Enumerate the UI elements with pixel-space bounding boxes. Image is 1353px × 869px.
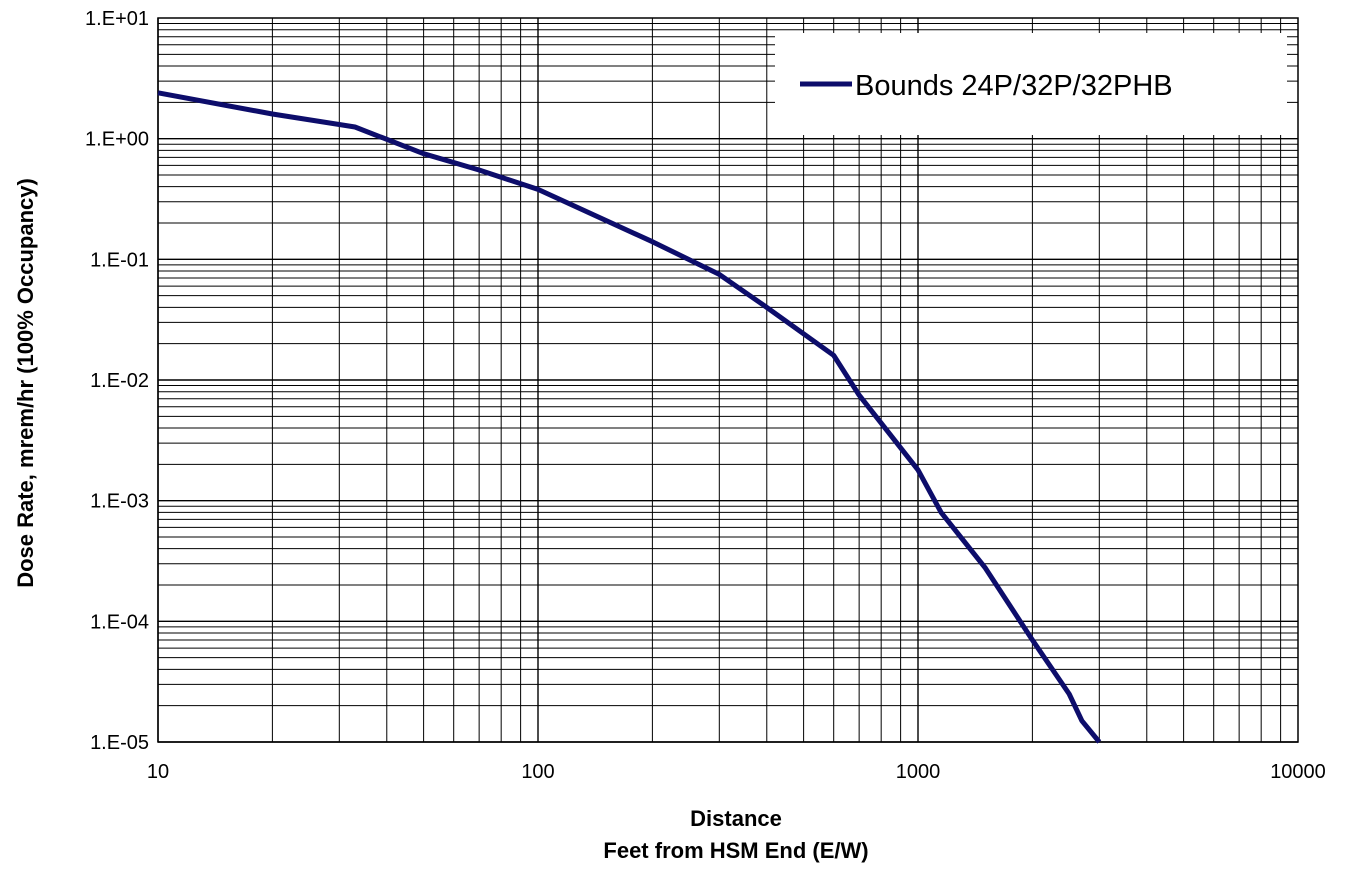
x-axis-title: Distance	[690, 806, 782, 831]
series-layer	[157, 90, 1102, 744]
legend-label: Bounds 24P/32P/32PHB	[855, 70, 1173, 102]
y-tick-label: 1.E+01	[85, 8, 149, 30]
y-axis-title: Dose Rate, mrem/hr (100% Occupancy)	[13, 178, 38, 588]
y-tick-label: 1.E-03	[90, 491, 149, 513]
y-tick-label: 1.E+00	[85, 129, 149, 151]
x-tick-label: 1000	[896, 761, 941, 783]
x-tick-labels: 10 100 1000 10000	[147, 761, 1326, 783]
series-line	[157, 90, 1102, 744]
y-tick-label: 1.E-01	[90, 249, 149, 271]
x-axis-subtitle: Feet from HSM End (E/W)	[603, 838, 868, 863]
plot-area-border	[157, 17, 1299, 743]
x-tick-label: 100	[521, 761, 554, 783]
y-tick-label: 1.E-02	[90, 370, 149, 392]
y-tick-label: 1.E-04	[90, 611, 149, 633]
y-tick-labels: 1.E+01 1.E+00 1.E-01 1.E-02 1.E-03 1.E-04 1.E-…	[85, 8, 149, 754]
legend: Bounds 24P/32P/32PHB	[775, 33, 1287, 135]
legend-box	[775, 33, 1287, 135]
y-tick-label: 1.E-05	[90, 732, 149, 754]
x-tick-label: 10000	[1270, 761, 1326, 783]
x-tick-label: 10	[147, 761, 169, 783]
grid-lines	[157, 18, 1298, 743]
